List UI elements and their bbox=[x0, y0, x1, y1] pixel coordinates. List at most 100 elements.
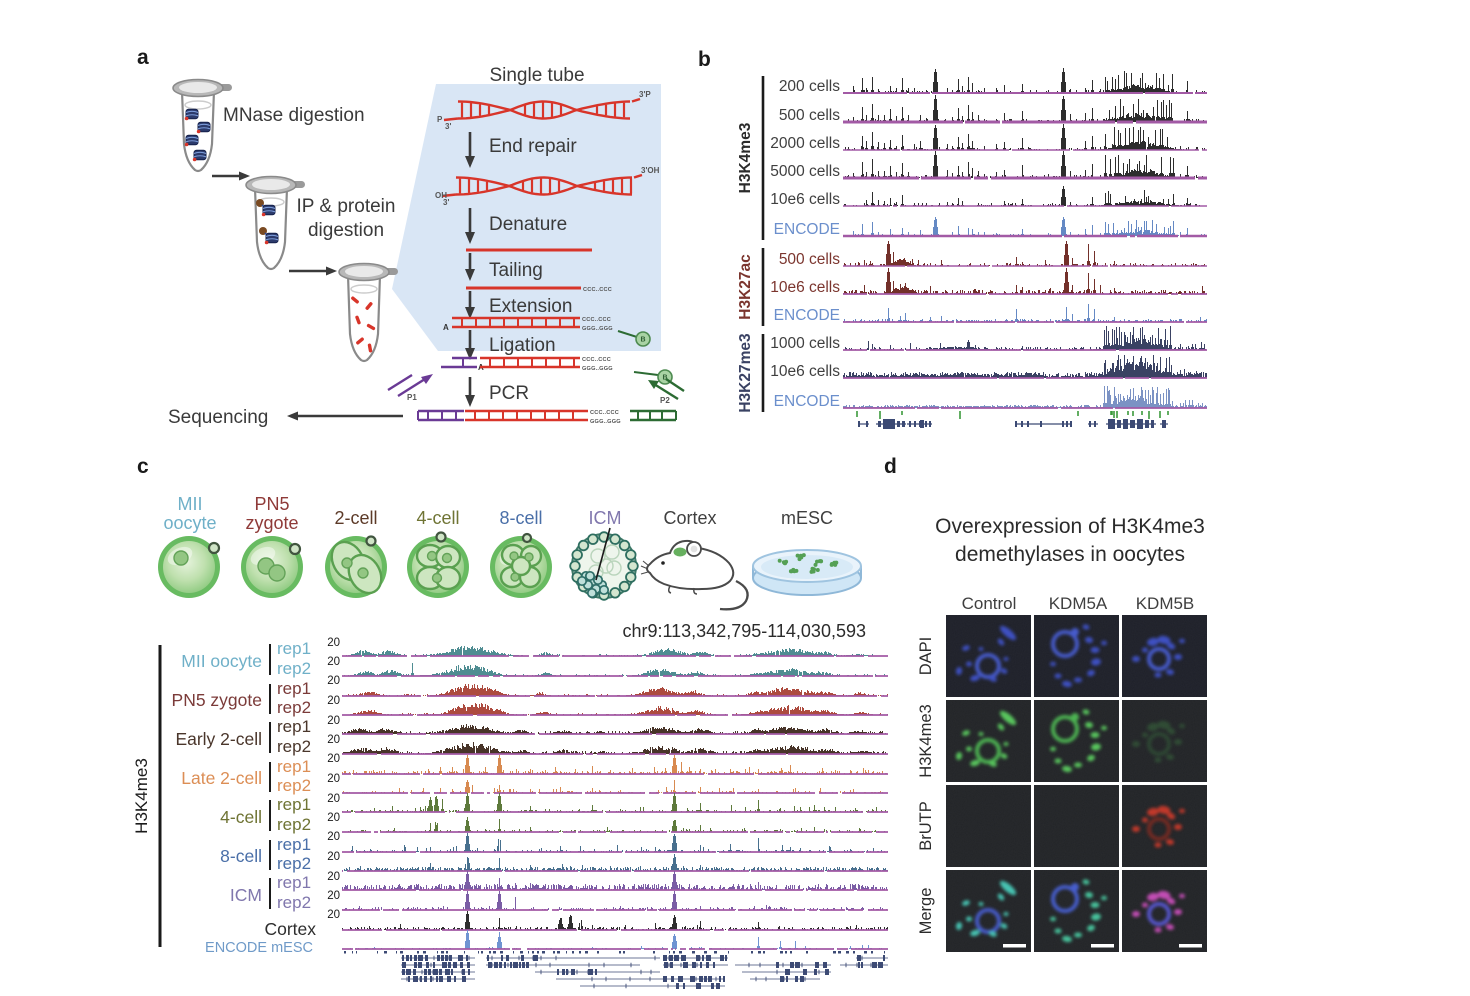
svg-text:Cortex: Cortex bbox=[663, 508, 716, 528]
svg-text:b: b bbox=[698, 48, 711, 71]
svg-text:c: c bbox=[137, 455, 149, 478]
svg-text:rep2: rep2 bbox=[277, 893, 311, 912]
svg-text:3': 3' bbox=[443, 198, 449, 207]
svg-text:500 cells: 500 cells bbox=[779, 107, 840, 124]
svg-text:rep2: rep2 bbox=[277, 776, 311, 795]
svg-text:20: 20 bbox=[327, 753, 340, 765]
svg-text:20: 20 bbox=[327, 831, 340, 843]
svg-text:rep1: rep1 bbox=[277, 795, 311, 814]
svg-text:5000 cells: 5000 cells bbox=[770, 163, 840, 180]
svg-text:MII oocyte: MII oocyte bbox=[181, 651, 262, 671]
svg-text:20: 20 bbox=[327, 773, 340, 785]
svg-text:20: 20 bbox=[327, 793, 340, 805]
svg-text:Overexpression of H3K4me3: Overexpression of H3K4me3 bbox=[935, 515, 1205, 538]
svg-text:3'OH: 3'OH bbox=[641, 166, 660, 175]
svg-text:d: d bbox=[884, 455, 897, 478]
svg-text:10e6 cells: 10e6 cells bbox=[770, 363, 840, 380]
svg-text:rep1: rep1 bbox=[277, 639, 311, 658]
svg-text:3': 3' bbox=[445, 122, 451, 131]
svg-text:P1: P1 bbox=[407, 393, 417, 402]
svg-text:A: A bbox=[443, 323, 449, 332]
svg-text:H3K4me3: H3K4me3 bbox=[737, 122, 754, 193]
svg-text:GGG..GGG: GGG..GGG bbox=[582, 326, 613, 332]
svg-text:20: 20 bbox=[327, 909, 340, 921]
svg-text:OH: OH bbox=[435, 191, 447, 200]
svg-text:Denature: Denature bbox=[489, 214, 567, 235]
svg-text:Cortex: Cortex bbox=[264, 919, 316, 939]
svg-text:Control: Control bbox=[962, 594, 1017, 613]
svg-text:rep2: rep2 bbox=[277, 698, 311, 717]
svg-text:rep1: rep1 bbox=[277, 835, 311, 854]
svg-text:8-cell: 8-cell bbox=[220, 846, 262, 866]
svg-text:H3K27ac: H3K27ac bbox=[737, 254, 754, 320]
svg-text:4-cell: 4-cell bbox=[220, 807, 262, 827]
svg-text:Tailing: Tailing bbox=[489, 260, 543, 281]
svg-text:20: 20 bbox=[327, 675, 340, 687]
svg-text:mESC: mESC bbox=[781, 508, 833, 528]
svg-text:20: 20 bbox=[327, 812, 340, 824]
svg-text:1000 cells: 1000 cells bbox=[770, 335, 840, 352]
svg-text:P: P bbox=[437, 115, 443, 124]
svg-text:GGG..GGG: GGG..GGG bbox=[582, 366, 613, 372]
svg-text:500 cells: 500 cells bbox=[779, 251, 840, 268]
svg-text:P2: P2 bbox=[660, 396, 670, 405]
svg-text:ENCODE: ENCODE bbox=[774, 307, 840, 324]
svg-text:MNase digestion: MNase digestion bbox=[223, 105, 365, 126]
svg-text:CCC..CCC: CCC..CCC bbox=[582, 357, 611, 363]
svg-text:20: 20 bbox=[327, 656, 340, 668]
svg-text:H3K4me3: H3K4me3 bbox=[917, 704, 935, 777]
svg-text:KDM5A: KDM5A bbox=[1049, 594, 1108, 613]
svg-text:DAPI: DAPI bbox=[917, 637, 935, 676]
svg-text:Early 2-cell: Early 2-cell bbox=[175, 729, 262, 749]
svg-text:20: 20 bbox=[327, 695, 340, 707]
svg-text:2000 cells: 2000 cells bbox=[770, 135, 840, 152]
svg-text:20: 20 bbox=[327, 715, 340, 727]
svg-text:Single tube: Single tube bbox=[489, 65, 584, 86]
svg-text:IP & protein: IP & protein bbox=[297, 196, 396, 217]
svg-text:rep1: rep1 bbox=[277, 679, 311, 698]
svg-text:rep2: rep2 bbox=[277, 737, 311, 756]
svg-text:CCC..CCC: CCC..CCC bbox=[583, 287, 612, 293]
svg-text:rep1: rep1 bbox=[277, 717, 311, 736]
svg-text:GGG..GGG: GGG..GGG bbox=[590, 419, 621, 425]
svg-text:B: B bbox=[662, 375, 667, 382]
svg-text:20: 20 bbox=[327, 734, 340, 746]
svg-text:3'P: 3'P bbox=[639, 90, 651, 99]
svg-text:10e6 cells: 10e6 cells bbox=[770, 191, 840, 208]
svg-text:2-cell: 2-cell bbox=[334, 508, 377, 528]
svg-text:H3K4me3: H3K4me3 bbox=[132, 758, 151, 834]
svg-text:Sequencing: Sequencing bbox=[168, 407, 268, 428]
svg-text:20: 20 bbox=[327, 871, 340, 883]
svg-text:rep2: rep2 bbox=[277, 659, 311, 678]
svg-text:Extension: Extension bbox=[489, 296, 572, 317]
svg-text:a: a bbox=[137, 46, 149, 69]
svg-text:PCR: PCR bbox=[489, 383, 529, 404]
svg-text:Ligation: Ligation bbox=[489, 335, 556, 356]
svg-text:chr9:113,342,795-114,030,593: chr9:113,342,795-114,030,593 bbox=[622, 621, 866, 641]
svg-text:20: 20 bbox=[327, 890, 340, 902]
svg-text:oocyte: oocyte bbox=[163, 513, 216, 533]
svg-text:10e6 cells: 10e6 cells bbox=[770, 279, 840, 296]
svg-text:End repair: End repair bbox=[489, 136, 577, 157]
svg-text:Merge: Merge bbox=[917, 888, 935, 935]
svg-text:PN5: PN5 bbox=[254, 494, 289, 514]
svg-text:200 cells: 200 cells bbox=[779, 78, 840, 95]
svg-text:CCC..CCC: CCC..CCC bbox=[590, 410, 619, 416]
svg-text:ENCODE mESC: ENCODE mESC bbox=[205, 940, 313, 956]
svg-text:4-cell: 4-cell bbox=[416, 508, 459, 528]
svg-text:8-cell: 8-cell bbox=[499, 508, 542, 528]
svg-text:H3K27me3: H3K27me3 bbox=[737, 333, 754, 413]
svg-text:KDM5B: KDM5B bbox=[1136, 594, 1195, 613]
svg-text:rep1: rep1 bbox=[277, 757, 311, 776]
svg-text:ICM: ICM bbox=[589, 508, 622, 528]
svg-text:Late 2-cell: Late 2-cell bbox=[181, 768, 262, 788]
svg-text:BrUTP: BrUTP bbox=[917, 801, 935, 851]
svg-text:zygote: zygote bbox=[245, 513, 298, 533]
svg-text:ICM: ICM bbox=[230, 885, 262, 905]
svg-text:demethylases in oocytes: demethylases in oocytes bbox=[955, 543, 1185, 566]
svg-text:ENCODE: ENCODE bbox=[774, 393, 840, 410]
svg-text:MII: MII bbox=[178, 494, 203, 514]
svg-text:rep2: rep2 bbox=[277, 815, 311, 834]
svg-text:digestion: digestion bbox=[308, 220, 384, 241]
svg-text:20: 20 bbox=[327, 851, 340, 863]
